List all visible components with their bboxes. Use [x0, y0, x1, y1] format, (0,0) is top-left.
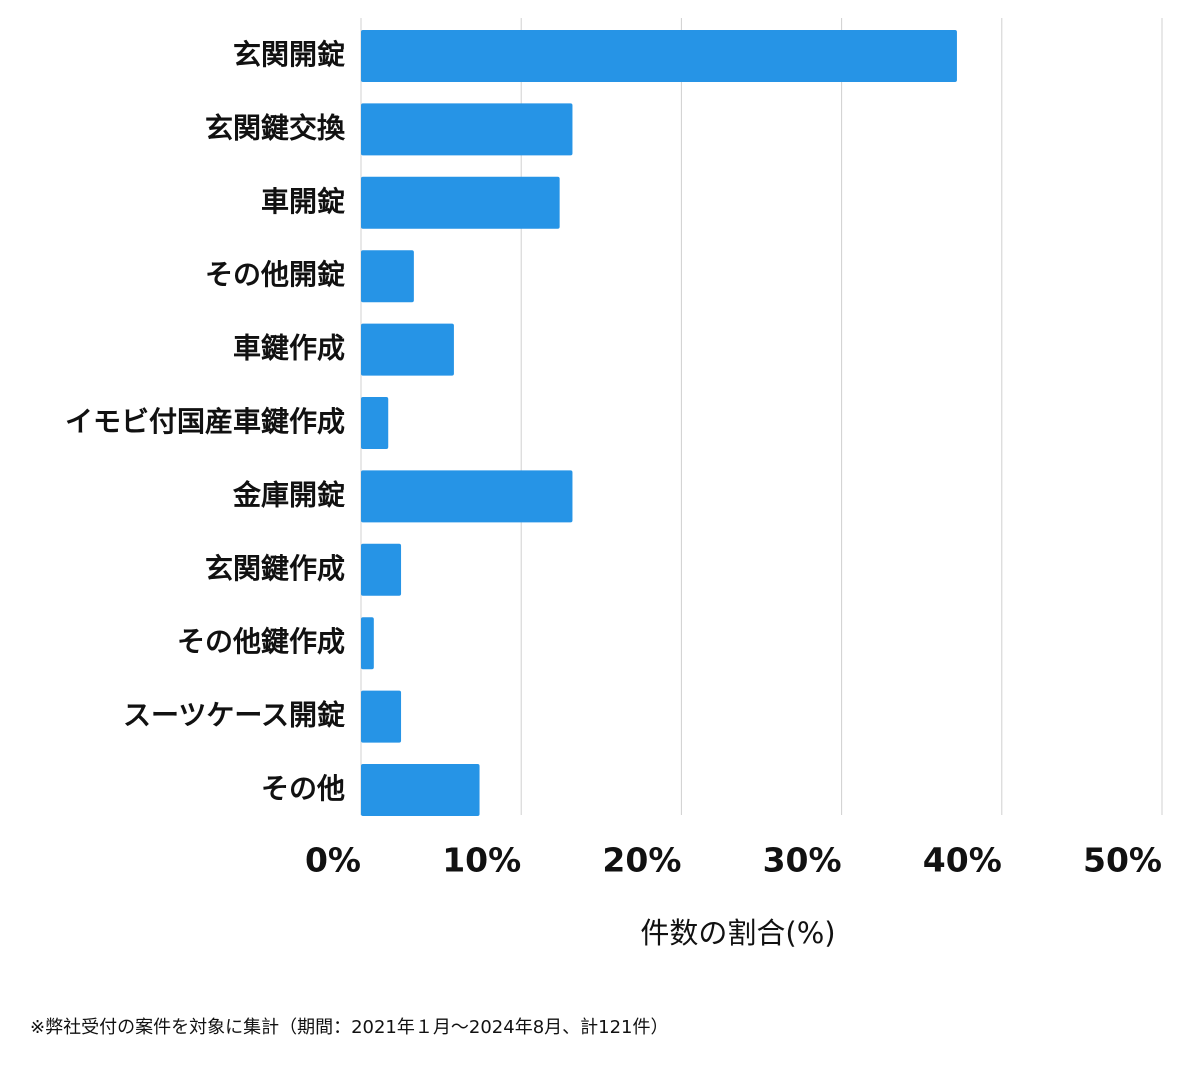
y-tick-label: その他鍵作成: [177, 625, 345, 658]
y-tick-label: 玄関鍵作成: [205, 552, 345, 585]
bar: [361, 250, 414, 303]
bar: [361, 30, 957, 82]
bar: [361, 323, 454, 376]
footnote: ※弊社受付の案件を対象に集計（期間：2021年１月〜2024年8月、計121件）: [30, 1017, 669, 1038]
x-tick-label: 0%: [305, 841, 361, 880]
bar: [361, 764, 480, 816]
y-tick-label: 車鍵作成: [233, 332, 345, 365]
x-tick-label: 30%: [763, 841, 842, 880]
x-tick-label: 50%: [1083, 841, 1162, 880]
bar: [361, 543, 402, 596]
bar: [361, 103, 573, 156]
y-tick-label: スーツケース開錠: [123, 699, 345, 732]
x-tick-label: 40%: [923, 841, 1002, 880]
x-tick-label: 20%: [602, 841, 681, 880]
y-tick-label: 玄関開錠: [233, 38, 345, 71]
x-axis-label: 件数の割合(%): [640, 916, 835, 950]
x-tick-label: 10%: [442, 841, 521, 880]
bar: [361, 690, 402, 743]
y-tick-label: 玄関鍵交換: [205, 111, 346, 144]
bar: [361, 470, 573, 523]
y-tick-label: その他: [261, 772, 345, 805]
y-tick-label: イモビ付国産車鍵作成: [65, 405, 345, 438]
y-tick-label: その他開錠: [205, 258, 345, 291]
y-tick-label: 車開錠: [261, 185, 345, 218]
bar: [361, 176, 560, 229]
y-tick-label: 金庫開錠: [232, 478, 345, 511]
bar: [361, 397, 389, 449]
bar: [361, 617, 374, 670]
